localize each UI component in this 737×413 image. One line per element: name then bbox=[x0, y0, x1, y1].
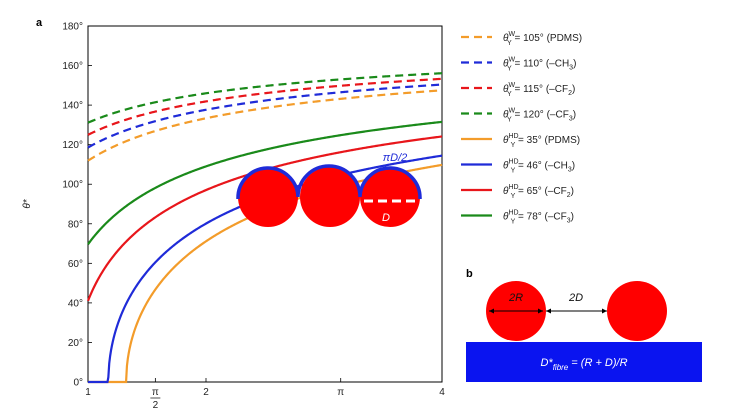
spacing-label: 2D bbox=[568, 292, 583, 304]
x-tick-label: 4 bbox=[439, 387, 445, 398]
y-tick-label: 80° bbox=[68, 219, 83, 230]
x-tick-label: 2 bbox=[203, 387, 209, 398]
legend-entry: θHD Y = 65° (–CF2) bbox=[503, 184, 574, 200]
substrate bbox=[466, 342, 702, 382]
inset-fibre-diagram: D πD/2 bbox=[236, 152, 422, 227]
series-line-water-115 bbox=[87, 77, 443, 136]
y-tick-label: 40° bbox=[68, 298, 83, 309]
legend-entry: θW Y = 120° (–CF3) bbox=[503, 108, 576, 124]
x-tick-label: 1 bbox=[85, 387, 91, 398]
x-tick-label: π2 bbox=[150, 387, 161, 411]
series-line-hexadecane-78 bbox=[87, 120, 443, 245]
y-tick-label: 180° bbox=[62, 22, 83, 33]
legend-entry: θHD Y = 78° (–CF3) bbox=[503, 210, 574, 226]
y-tick-label: 100° bbox=[62, 180, 83, 191]
svg-text:2: 2 bbox=[153, 400, 159, 411]
legend-entry: θW Y = 105° (PDMS) bbox=[503, 31, 582, 47]
panel-a-label: a bbox=[36, 17, 43, 29]
fibre-circle-2 bbox=[300, 167, 360, 227]
series-line-water-105 bbox=[87, 89, 443, 162]
fibre-spacing-formula: D*fibre = (R + D)/R bbox=[540, 357, 627, 372]
x-tick-label: π bbox=[337, 387, 344, 398]
fibre-circle-1 bbox=[238, 167, 298, 227]
svg-text:π: π bbox=[152, 387, 159, 398]
y-tick-label: 120° bbox=[62, 140, 83, 151]
legend: θW Y = 105° (PDMS) θW Y = 110° (–CH3) θW Y = … bbox=[461, 31, 582, 226]
y-axis-label: θ* bbox=[22, 198, 33, 208]
series-line-water-120 bbox=[87, 72, 443, 124]
wetted-arc bbox=[236, 164, 422, 200]
arc-length-label: πD/2 bbox=[383, 152, 408, 164]
legend-entry: θW Y = 115° (–CF2) bbox=[503, 82, 575, 98]
y-tick-label: 0° bbox=[73, 378, 83, 389]
panel-b-label: b bbox=[466, 268, 473, 280]
legend-entry: θHD Y = 46° (–CH3) bbox=[503, 159, 575, 175]
y-tick-label: 20° bbox=[68, 338, 83, 349]
y-tick-label: 140° bbox=[62, 101, 83, 112]
diameter-label: D bbox=[382, 212, 390, 224]
legend-entry: θW Y = 110° (–CH3) bbox=[503, 57, 576, 73]
fibre-circle-3 bbox=[360, 167, 420, 227]
series-line-water-110 bbox=[87, 83, 443, 149]
y-tick-label: 160° bbox=[62, 61, 83, 72]
fibre-b-right bbox=[607, 281, 667, 341]
radius-label: 2R bbox=[508, 292, 523, 304]
y-tick-label: 60° bbox=[68, 259, 83, 270]
panel-b-diagram: 2R 2D D*fibre = (R + D)/R bbox=[466, 281, 702, 382]
x-axis: 1 π22 π 4 bbox=[85, 378, 445, 411]
legend-entry: θHD Y = 35° (PDMS) bbox=[503, 133, 580, 149]
y-axis: 0° 20° 40° 60° 80° 100° 120° 140° 160° 180° bbox=[62, 22, 92, 389]
